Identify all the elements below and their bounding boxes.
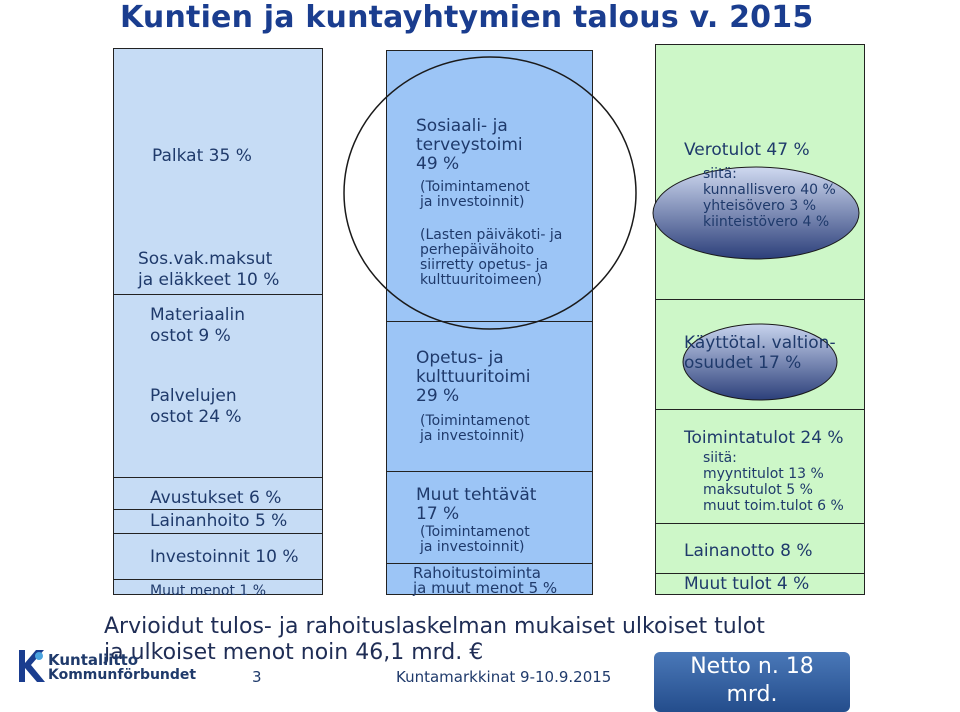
- rev-toimintatulot: Toimintatulot 24 %: [684, 428, 844, 448]
- rev-toimintatulot-detail: siitä: myyntitulot 13 % maksutulot 5 % m…: [703, 450, 844, 514]
- cost-palkat: Palkat 35 %: [152, 146, 252, 166]
- kuntaliitto-logo-icon: [19, 650, 45, 682]
- netto-badge: [654, 652, 850, 712]
- task-divider: [387, 321, 592, 322]
- netto-text: Netto n. 18 mrd.: [690, 654, 814, 707]
- rev-divider: [656, 409, 864, 410]
- cost-muut-menot: Muut menot 1 %: [150, 583, 267, 599]
- valtionosuudet-highlight-ellipse: [682, 323, 838, 401]
- cost-divider: [114, 579, 322, 580]
- page-title: Kuntien ja kuntayhtymien talous v. 2015: [120, 0, 814, 35]
- rev-divider: [656, 523, 864, 524]
- task-sote-title: Sosiaali- ja terveystoimi 49 %: [416, 116, 523, 174]
- task-muut-title: Muut tehtävät 17 %: [416, 485, 537, 524]
- task-divider: [387, 471, 592, 472]
- rev-divider: [656, 299, 864, 300]
- cost-palvelujen: Palvelujen ostot 24 %: [150, 386, 242, 427]
- cost-materiaalin: Materiaalin ostot 9 %: [150, 305, 245, 346]
- cost-divider: [114, 509, 322, 510]
- cost-avustukset: Avustukset 6 %: [150, 488, 282, 508]
- rev-divider: [656, 573, 864, 574]
- verotulot-highlight-ellipse: [652, 166, 860, 260]
- rev-muut-tulot: Muut tulot 4 %: [684, 574, 810, 594]
- logo-text: Kommunförbundet: [48, 667, 197, 683]
- logo-text: Kuntaliitto: [48, 651, 139, 669]
- summary-text: Arvioidut tulos- ja rahoituslaskelman mu…: [104, 614, 765, 665]
- revenues-column: Verotulot 47 % Toimintatulot 24 % siitä:…: [655, 44, 865, 595]
- rev-verotulot-detail: siitä: kunnallisvero 40 % yhteisövero 3 …: [703, 166, 836, 230]
- task-divider: [387, 563, 592, 564]
- rev-valtionosuudet: Käyttötal. valtion- osuudet 17 %: [684, 333, 836, 373]
- task-opetus-note: (Toimintamenot ja investoinnit): [420, 413, 530, 444]
- tasks-column: Sosiaali- ja terveystoimi 49 % (Toiminta…: [386, 50, 593, 597]
- rev-verotulot: Verotulot 47 %: [684, 140, 810, 160]
- task-muut-note: (Toimintamenot ja investoinnit): [420, 524, 530, 555]
- cost-divider: [114, 477, 322, 478]
- task-opetus-title: Opetus- ja kulttuuritoimi 29 %: [416, 348, 531, 406]
- cost-divider: [114, 294, 322, 295]
- cost-divider: [114, 533, 322, 534]
- sote-highlight-circle: [343, 56, 637, 330]
- task-sote-note2: (Lasten päiväkoti- ja perhepäivähoito si…: [420, 227, 563, 288]
- rev-lainanotto: Lainanotto 8 %: [684, 541, 813, 561]
- task-sote-note: (Toimintamenot ja investoinnit): [420, 179, 530, 210]
- footer-event: Kuntamarkkinat 9-10.9.2015: [396, 668, 612, 686]
- costs-column: Palkat 35 % Sos.vak.maksut ja eläkkeet 1…: [113, 48, 323, 599]
- page-number: 3: [252, 668, 262, 686]
- task-rahoitus: Rahoitustoiminta ja muut menot 5 %: [413, 564, 558, 597]
- cost-lainanhoito: Lainanhoito 5 %: [150, 511, 288, 531]
- cost-investoinnit: Investoinnit 10 %: [150, 547, 299, 567]
- cost-sosvak: Sos.vak.maksut ja eläkkeet 10 %: [138, 249, 280, 290]
